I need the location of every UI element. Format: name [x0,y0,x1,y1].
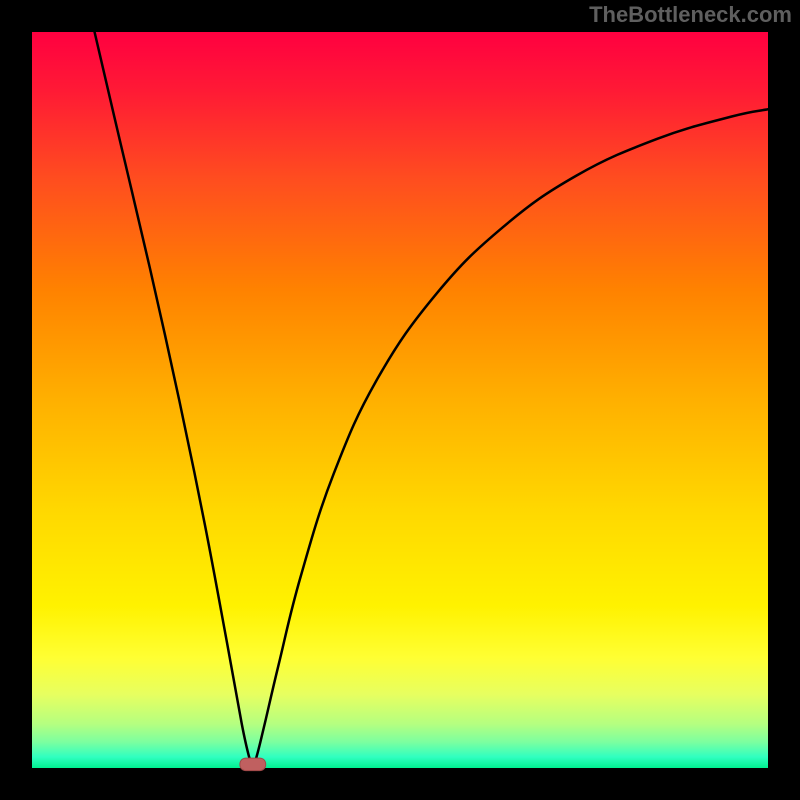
chart-svg [0,0,800,800]
plot-background [32,32,768,768]
min-marker [240,758,266,771]
chart-root: TheBottleneck.com [0,0,800,800]
